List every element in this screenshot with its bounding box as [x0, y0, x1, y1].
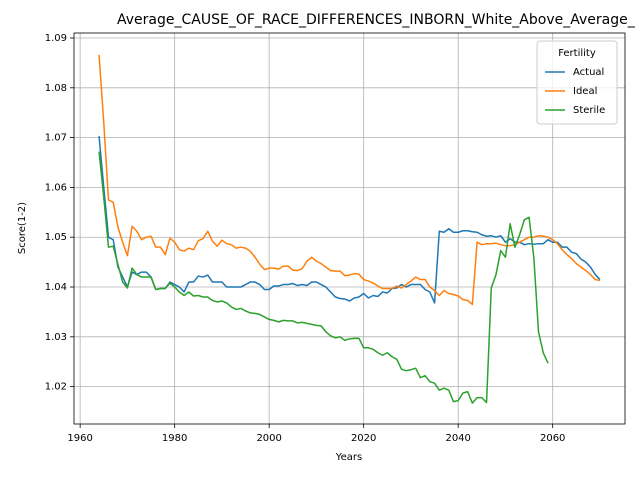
legend-label: Ideal	[573, 86, 597, 97]
x-tick-label: 1980	[162, 433, 187, 444]
x-tick-label: 2040	[445, 433, 470, 444]
line-series	[98, 151, 549, 404]
y-tick-label: 1.03	[45, 332, 67, 343]
y-tick-label: 1.05	[45, 232, 67, 243]
y-tick-label: 1.08	[45, 83, 67, 94]
axes-frame	[73, 32, 626, 425]
y-tick-label: 1.02	[45, 382, 67, 393]
x-tick-label: 2060	[540, 433, 565, 444]
x-tick-label: 1960	[67, 433, 92, 444]
chart-title: Average_CAUSE_OF_RACE_DIFFERENCES_INBORN…	[117, 12, 636, 28]
x-tick-label: 2000	[256, 433, 281, 444]
legend-label: Actual	[573, 67, 604, 78]
legend: Fertility Actual Ideal Sterile	[536, 40, 618, 125]
y-tick-label: 1.09	[45, 33, 67, 44]
legend-title: Fertility	[558, 48, 596, 59]
legend-box	[536, 40, 618, 125]
y-axis-label: Score(1-2)	[17, 202, 28, 254]
y-tick-label: 1.07	[45, 133, 67, 144]
legend-label: Sterile	[573, 105, 605, 116]
y-tick-label: 1.06	[45, 182, 67, 193]
y-tick-label: 1.04	[45, 282, 67, 293]
x-axis-label: Years	[335, 452, 362, 463]
x-tick-label: 2020	[351, 433, 376, 444]
